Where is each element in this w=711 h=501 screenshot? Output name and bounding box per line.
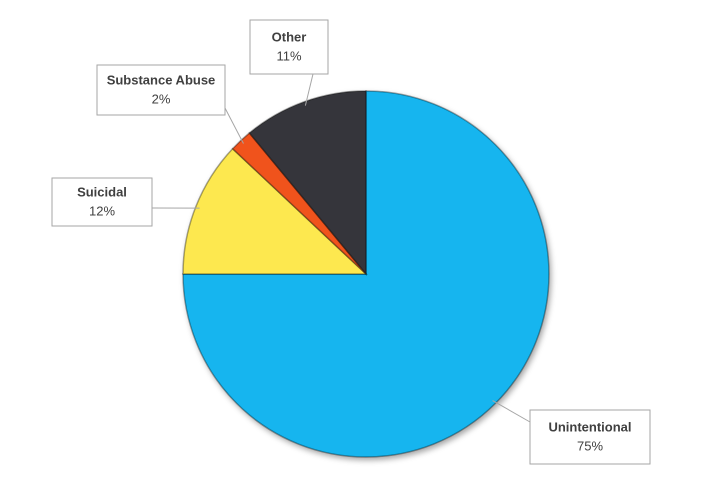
- slice: [182, 90, 550, 458]
- label-box: [51, 177, 153, 227]
- label-box: [96, 64, 226, 116]
- slice-value-label: 75%: [577, 438, 603, 453]
- leader-line: [224, 107, 244, 144]
- label-box: [249, 19, 329, 75]
- slice-label: Substance Abuse: [107, 72, 216, 87]
- slice-label: Suicidal: [77, 184, 127, 199]
- label-box: [529, 409, 651, 465]
- slice: [182, 147, 368, 275]
- leader-line: [492, 400, 531, 423]
- slice-label: Other: [272, 29, 307, 44]
- pie: [182, 90, 550, 458]
- labels: Unintentional 75% Suicidal 12% Substance Abu…: [51, 19, 651, 465]
- slice-label: Unintentional: [548, 419, 631, 434]
- slice-value-label: 12%: [89, 203, 115, 218]
- slice: [248, 90, 367, 277]
- slice-value-label: 11%: [276, 48, 301, 63]
- leader-line: [304, 73, 314, 106]
- slice-value-label: 2%: [152, 91, 171, 106]
